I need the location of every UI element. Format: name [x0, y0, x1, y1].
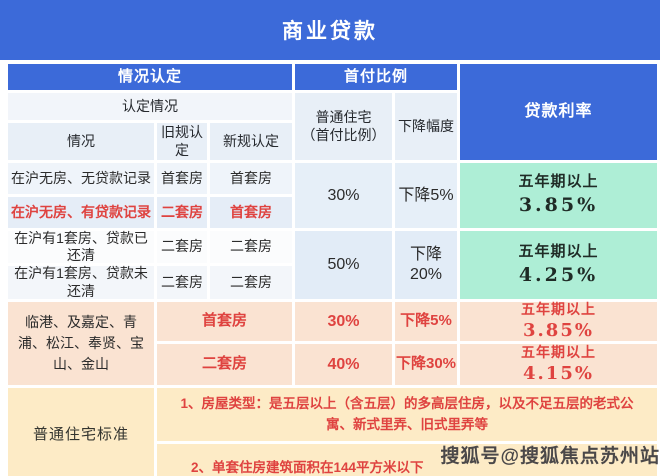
table-cell-suburb-dec-1: 下降5%	[395, 302, 457, 341]
table-cell-situation-4: 在沪有1套房、贷款未还清	[8, 265, 154, 299]
header-col-ordinary-line1: 普通住宅	[315, 109, 372, 125]
table-cell-standard-note-1: 1、房屋类型：是五层以上（含五层）的多高层住房，以及不足五层的老式公寓、新式里弄…	[157, 388, 657, 441]
table-cell-down-payment-12: 30%	[295, 163, 392, 228]
table-cell-suburb-rate-2: 五年期以上 4.15%	[460, 344, 657, 385]
table-cell-old-2: 二套房	[157, 197, 207, 228]
title-bar: 商业贷款	[0, 0, 660, 60]
rate-value: 4.15%	[523, 362, 594, 384]
header-col-ordinary: 普通住宅 （首付比例）	[295, 93, 392, 160]
rate-term-label: 五年期以上	[518, 242, 599, 260]
header-col-decrease: 下降幅度	[395, 93, 457, 160]
header-sub-determination: 认定情况	[8, 93, 292, 120]
table-cell-old-3: 二套房	[157, 231, 207, 263]
table-cell-suburb-down-2: 40%	[295, 344, 392, 385]
table-cell-new-4: 二套房	[210, 266, 292, 299]
header-col-ordinary-line2: （首付比例）	[301, 126, 386, 143]
table-cell-situation-2: 在沪无房、有贷款记录	[8, 197, 154, 228]
header-group-situation: 情况认定	[8, 64, 292, 90]
rate-value: 3.85%	[523, 319, 594, 341]
table-cell-situation-1: 在沪无房、无贷款记录	[8, 163, 154, 194]
rate-value: 4.25%	[518, 263, 599, 286]
table-cell-suburb-down-1: 30%	[295, 302, 392, 341]
page-title: 商业贷款	[282, 20, 378, 43]
table-cell-suburb-type-2: 二套房	[157, 344, 292, 385]
rate-value: 3.85%	[518, 194, 599, 216]
table-cell-situation-3: 在沪有1套房、贷款已还清	[8, 230, 154, 263]
table-cell-suburb-dec-2: 下降30%	[395, 344, 457, 385]
table-cell-old-1: 首套房	[157, 163, 207, 194]
table-cell-rate-34: 五年期以上 4.25%	[460, 231, 657, 299]
header-group-down-payment: 首付比例	[295, 64, 457, 90]
rate-term-label: 五年期以上	[521, 344, 596, 360]
table-cell-new-2: 首套房	[210, 197, 292, 228]
table-cell-suburb-area: 临港、及嘉定、青浦、松江、奉贤、宝山、金山	[8, 302, 154, 385]
header-group-rate: 贷款利率	[460, 64, 657, 160]
header-col-new-rule: 新规认定	[210, 123, 292, 160]
header-col-old-rule: 旧规认定	[157, 123, 207, 160]
table-cell-standard-label: 普通住宅标准	[8, 388, 154, 476]
table-cell-down-payment-34: 50%	[295, 231, 392, 299]
header-col-situation: 情况	[8, 123, 154, 160]
table-cell-rate-12: 五年期以上 3.85%	[460, 163, 657, 228]
table-cell-standard-note-2: 2、单套住房建筑面积在144平方米以下	[157, 444, 657, 476]
table-cell-old-4: 二套房	[157, 266, 207, 299]
watermark: 搜狐号@搜狐焦点苏州站	[440, 446, 660, 467]
table-cell-decrease-34: 下降20%	[395, 231, 457, 299]
table-cell-new-1: 首套房	[210, 163, 292, 194]
table-cell-new-3: 二套房	[210, 231, 292, 263]
loan-table: 情况认定 首付比例 贷款利率 认定情况 普通住宅 （首付比例） 下降幅度 情况 …	[8, 64, 657, 476]
table-cell-suburb-rate-1: 五年期以上 3.85%	[460, 301, 657, 341]
table-cell-suburb-type-1: 首套房	[157, 302, 292, 341]
table-cell-decrease-12: 下降5%	[395, 163, 457, 228]
rate-term-label: 五年期以上	[518, 173, 599, 191]
rate-term-label: 五年期以上	[521, 301, 596, 317]
